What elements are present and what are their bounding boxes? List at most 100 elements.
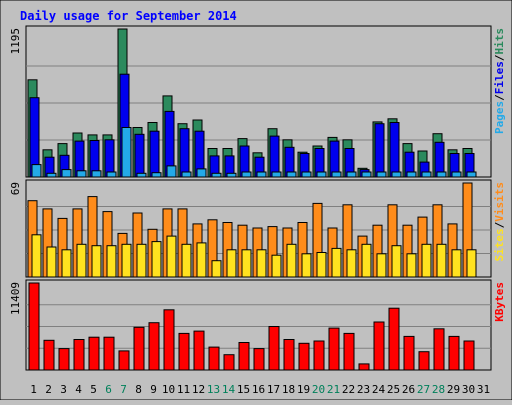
legend-item: /: [493, 94, 506, 101]
x-tick-label-day-25: 25: [387, 383, 400, 396]
bar-pages-day-19: [301, 171, 312, 178]
bar-sites-day-15: [241, 249, 252, 278]
bar-sites-day-2: [46, 246, 57, 278]
bar-sites-day-13: [211, 260, 222, 278]
bar-kbytes-day-15: [238, 342, 250, 371]
bar-sites-day-21: [331, 247, 342, 278]
legend-item: Visits: [493, 182, 506, 222]
bar-pages-day-23: [361, 171, 372, 178]
bar-pages-day-21: [331, 171, 342, 178]
legend-item: /: [493, 221, 506, 228]
x-tick-label-day-11: 11: [177, 383, 190, 396]
bar-pages-day-6: [106, 171, 117, 178]
bar-kbytes-day-26: [403, 335, 415, 371]
panel-kbytes: 11409 KBytes: [9, 279, 506, 371]
x-tick-label-day-6: 6: [105, 383, 112, 396]
bar-kbytes-day-3: [58, 348, 70, 371]
bar-files-day-11: [179, 128, 190, 178]
bar-files-day-6: [104, 139, 115, 178]
bar-kbytes-day-22: [343, 332, 355, 371]
bar-pages-day-30: [466, 171, 477, 178]
bar-kbytes-day-16: [253, 348, 265, 371]
bar-sites-day-14: [226, 249, 237, 278]
bar-kbytes-day-30: [463, 340, 475, 371]
bar-pages-day-24: [376, 171, 387, 178]
bar-pages-day-17: [271, 171, 282, 178]
x-tick-label-day-16: 16: [252, 383, 265, 396]
bar-kbytes-day-19: [298, 342, 310, 371]
x-tick-label-day-5: 5: [90, 383, 97, 396]
bar-sites-day-4: [76, 243, 87, 278]
bar-pages-day-29: [451, 171, 462, 178]
bar-sites-day-8: [136, 243, 147, 278]
bar-kbytes-day-13: [208, 346, 220, 371]
bar-kbytes-day-20: [313, 340, 325, 371]
legend-visits-sites: Sites/Visits: [493, 182, 506, 262]
x-tick-label-day-23: 23: [357, 383, 370, 396]
bar-pages-day-15: [241, 171, 252, 178]
bar-files-day-25: [389, 122, 400, 178]
bar-pages-day-2: [46, 172, 57, 178]
bar-pages-day-7: [121, 127, 132, 178]
bar-kbytes-day-2: [43, 339, 55, 371]
bar-sites-day-20: [316, 252, 327, 278]
bar-sites-day-22: [346, 249, 357, 278]
x-tick-label-day-7: 7: [120, 383, 127, 396]
bar-sites-day-10: [166, 235, 177, 278]
x-tick-label-day-1: 1: [30, 383, 37, 396]
x-tick-label-day-12: 12: [192, 383, 205, 396]
bar-pages-day-11: [181, 171, 192, 178]
bar-sites-day-18: [286, 243, 297, 278]
bar-kbytes-day-7: [118, 350, 130, 371]
legend-item: KBytes: [493, 282, 506, 322]
bar-sites-day-26: [406, 253, 417, 278]
bar-kbytes-day-4: [73, 339, 85, 371]
bar-sites-day-5: [91, 245, 102, 278]
legend-item: Pages: [493, 101, 506, 134]
bar-sites-day-11: [181, 243, 192, 278]
bar-sites-day-30: [466, 249, 477, 278]
bar-kbytes-day-28: [433, 328, 445, 371]
bar-kbytes-day-17: [268, 326, 280, 371]
bar-kbytes-day-6: [103, 336, 115, 371]
legend-hits-files-pages: Pages/Files/Hits: [493, 28, 506, 134]
x-tick-label-day-24: 24: [372, 383, 386, 396]
bar-files-day-17: [269, 135, 280, 178]
bar-sites-day-27: [421, 243, 432, 278]
bar-pages-day-3: [61, 169, 72, 178]
x-tick-label-day-30: 30: [462, 383, 475, 396]
bar-kbytes-day-8: [133, 326, 145, 371]
bar-pages-day-9: [151, 172, 162, 178]
x-tick-label-day-9: 9: [150, 383, 157, 396]
bar-sites-day-25: [391, 245, 402, 278]
bar-pages-day-4: [76, 170, 87, 178]
bar-kbytes-day-11: [178, 332, 190, 371]
bar-kbytes-day-18: [283, 339, 295, 371]
y-max-label: 69: [9, 182, 22, 195]
bar-sites-day-3: [61, 249, 72, 278]
x-tick-label-day-22: 22: [342, 383, 355, 396]
bar-pages-day-14: [226, 172, 237, 178]
x-tick-label-day-4: 4: [75, 383, 82, 396]
bar-kbytes-day-5: [88, 336, 100, 371]
bar-pages-day-27: [421, 171, 432, 178]
bar-files-day-8: [134, 133, 145, 178]
legend-item: Sites: [493, 228, 506, 261]
bar-pages-day-20: [316, 171, 327, 178]
bar-pages-day-16: [256, 171, 267, 178]
chart-title: Daily usage for September 2014: [20, 9, 237, 23]
x-tick-label-day-17: 17: [267, 383, 280, 396]
x-tick-label-day-14: 14: [222, 383, 236, 396]
bar-pages-day-8: [136, 172, 147, 178]
bar-pages-day-26: [406, 171, 417, 178]
y-max-label: 11409: [9, 282, 22, 315]
panel-visits-sites: 69 Sites/Visits: [9, 179, 506, 278]
bar-sites-day-23: [361, 243, 372, 278]
bar-pages-day-5: [91, 170, 102, 178]
bar-kbytes-day-9: [148, 322, 160, 371]
legend-kbytes: KBytes: [493, 282, 506, 322]
bar-files-day-9: [149, 130, 160, 178]
x-tick-label-day-3: 3: [60, 383, 67, 396]
bar-kbytes-day-25: [388, 307, 400, 371]
